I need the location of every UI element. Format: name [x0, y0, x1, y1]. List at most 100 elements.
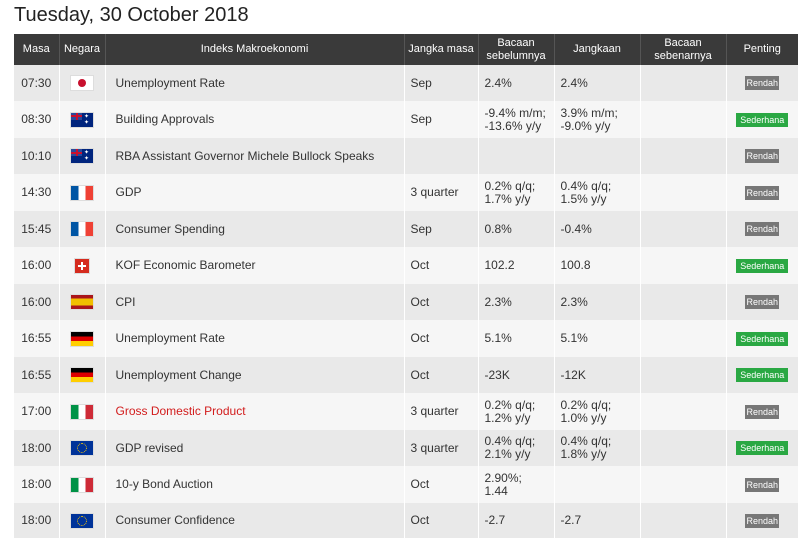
previous-value: -9.4% m/m; -13.6% y/y — [478, 101, 555, 138]
australia-flag-icon — [71, 149, 93, 163]
forecast-value: 3.9% m/m; -9.0% y/y — [554, 101, 641, 138]
indicator-name: KOF Economic Barometer — [105, 247, 405, 284]
previous-value: -2.7 — [478, 503, 555, 538]
forecast-value — [554, 466, 641, 503]
spain-flag-icon — [71, 295, 93, 309]
forecast-value: 0.2% q/q; 1.0% y/y — [554, 393, 641, 430]
event-time: 16:00 — [14, 284, 60, 320]
event-period: Oct — [404, 357, 479, 393]
table-row[interactable]: 07:30 Unemployment Rate Sep 2.4% 2.4% Rendah — [14, 65, 798, 101]
table-row[interactable]: 16:55 Unemployment Change Oct -23K -12K Seder… — [14, 357, 798, 393]
indicator-name: Building Approvals — [105, 101, 405, 138]
indicator-name[interactable]: Gross Domestic Product — [105, 393, 405, 430]
indicator-name: GDP revised — [105, 430, 405, 466]
actual-value — [640, 393, 727, 430]
actual-value — [640, 430, 727, 466]
event-period: 3 quarter — [404, 430, 479, 466]
indicator-name: Consumer Confidence — [105, 503, 405, 538]
previous-value: -23K — [478, 357, 555, 393]
importance-cell: Rendah — [726, 174, 798, 211]
importance-cell: Rendah — [726, 138, 798, 174]
event-time: 07:30 — [14, 65, 60, 101]
actual-value — [640, 101, 727, 138]
economic-calendar-table: Masa Negara Indeks Makroekonomi Jangka m… — [14, 34, 798, 538]
actual-value — [640, 284, 727, 320]
header-country: Negara — [59, 34, 106, 65]
importance-badge: Sederhana — [736, 112, 789, 127]
importance-cell: Rendah — [726, 466, 798, 503]
indicator-name: Unemployment Rate — [105, 320, 405, 357]
actual-value — [640, 466, 727, 503]
forecast-value: -12K — [554, 357, 641, 393]
actual-value — [640, 211, 727, 247]
importance-cell: Sederhana — [726, 320, 798, 357]
indicator-name: Unemployment Rate — [105, 65, 405, 101]
forecast-value: -0.4% — [554, 211, 641, 247]
previous-value: 0.8% — [478, 211, 555, 247]
table-row[interactable]: 16:55 Unemployment Rate Oct 5.1% 5.1% Sederha… — [14, 320, 798, 357]
indicator-name: Unemployment Change — [105, 357, 405, 393]
event-time: 14:30 — [14, 174, 60, 211]
eu-flag-icon — [71, 513, 93, 528]
importance-badge: Sederhana — [736, 258, 789, 273]
actual-value — [640, 138, 727, 174]
country-cell — [59, 284, 106, 320]
importance-badge: Rendah — [745, 295, 780, 309]
importance-badge: Sederhana — [736, 368, 789, 382]
importance-cell: Sederhana — [726, 430, 798, 466]
header-period: Jangka masa — [404, 34, 479, 65]
actual-value — [640, 320, 727, 357]
importance-cell: Sederhana — [726, 101, 798, 138]
table-row[interactable]: 18:00 GDP revised 3 quarter 0.4% q/q; 2.1% … — [14, 430, 798, 466]
table-row[interactable]: 18:00 10-y Bond Auction Oct 2.90%; 1.44 Rend… — [14, 466, 798, 503]
country-cell — [59, 174, 106, 211]
header-forecast: Jangkaan — [554, 34, 641, 65]
country-cell — [59, 101, 106, 138]
previous-value: 5.1% — [478, 320, 555, 357]
header-indicator: Indeks Makroekonomi — [105, 34, 405, 65]
germany-flag-icon — [71, 368, 93, 382]
importance-badge: Sederhana — [736, 331, 789, 346]
event-time: 17:00 — [14, 393, 60, 430]
indicator-name: RBA Assistant Governor Michele Bullock S… — [105, 138, 405, 174]
forecast-value: 2.4% — [554, 65, 641, 101]
germany-flag-icon — [71, 331, 93, 346]
forecast-value: 2.3% — [554, 284, 641, 320]
event-time: 18:00 — [14, 466, 60, 503]
importance-badge: Rendah — [745, 76, 780, 90]
france-flag-icon — [71, 222, 93, 236]
italy-flag-icon — [71, 477, 93, 492]
event-period: Oct — [404, 466, 479, 503]
forecast-value — [554, 138, 641, 174]
table-row[interactable]: 15:45 Consumer Spending Sep 0.8% -0.4% Rendah — [14, 211, 798, 247]
previous-value: 0.2% q/q; 1.2% y/y — [478, 393, 555, 430]
italy-flag-icon — [71, 404, 93, 419]
country-cell — [59, 503, 106, 538]
actual-value — [640, 174, 727, 211]
previous-value: 2.4% — [478, 65, 555, 101]
importance-badge: Rendah — [745, 222, 780, 236]
event-period: Oct — [404, 247, 479, 284]
event-period: 3 quarter — [404, 393, 479, 430]
event-time: 10:10 — [14, 138, 60, 174]
indicator-name: Consumer Spending — [105, 211, 405, 247]
importance-cell: Rendah — [726, 393, 798, 430]
importance-cell: Sederhana — [726, 247, 798, 284]
table-row[interactable]: 18:00 Consumer Confidence Oct -2.7 -2.7 Renda… — [14, 503, 798, 538]
table-row[interactable]: 10:10 RBA Assistant Governor Michele Bull… — [14, 138, 798, 174]
country-cell — [59, 65, 106, 101]
forecast-value: 100.8 — [554, 247, 641, 284]
table-row[interactable]: 16:00 CPI Oct 2.3% 2.3% Rendah — [14, 284, 798, 320]
table-row[interactable]: 16:00 KOF Economic Barometer Oct 102.2 100.8… — [14, 247, 798, 284]
country-cell — [59, 320, 106, 357]
actual-value — [640, 357, 727, 393]
previous-value: 0.2% q/q; 1.7% y/y — [478, 174, 555, 211]
event-period: 3 quarter — [404, 174, 479, 211]
table-row[interactable]: 14:30 GDP 3 quarter 0.2% q/q; 1.7% y/y 0.4% … — [14, 174, 798, 211]
indicator-name: 10-y Bond Auction — [105, 466, 405, 503]
previous-value — [478, 138, 555, 174]
table-row[interactable]: 17:00 Gross Domestic Product 3 quarter 0.2%… — [14, 393, 798, 430]
importance-cell: Rendah — [726, 65, 798, 101]
event-period: Oct — [404, 284, 479, 320]
